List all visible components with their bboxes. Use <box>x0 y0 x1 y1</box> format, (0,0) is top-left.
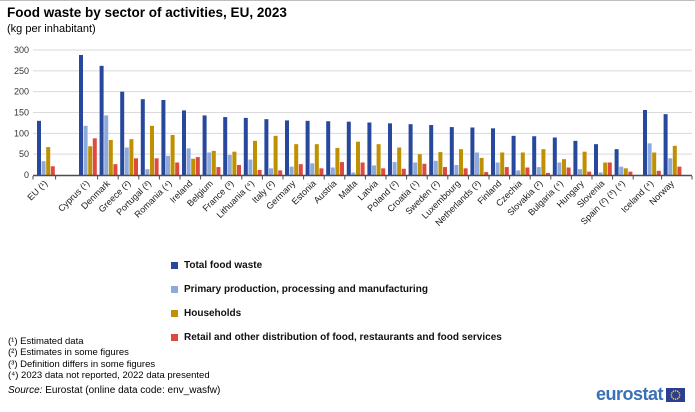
svg-text:100: 100 <box>14 128 29 138</box>
legend-item-retail: Retail and other distribution of food, r… <box>171 332 502 343</box>
legend-swatch-households-icon <box>171 310 178 317</box>
legend-item-total: Total food waste <box>171 260 502 271</box>
svg-text:Austria: Austria <box>312 178 339 205</box>
footnotes: (¹) Estimated data (²) Estimates in some… <box>8 336 210 382</box>
legend-label-total: Total food waste <box>184 260 263 271</box>
footnote-2: (²) Estimates in some figures <box>8 347 129 359</box>
svg-text:250: 250 <box>14 66 29 76</box>
svg-text:300: 300 <box>14 45 29 55</box>
chart-title: Food waste by sector of activities, EU, … <box>7 5 287 20</box>
legend-label-households: Households <box>184 308 242 319</box>
svg-text:EU (¹): EU (¹) <box>25 178 49 202</box>
footnote-4: (⁴) 2023 data not reported, 2022 data pr… <box>8 370 210 382</box>
footnote-3: (³) Definition differs in some figures <box>8 358 156 370</box>
svg-text:200: 200 <box>14 87 29 97</box>
chart-subtitle: (kg per inhabitant) <box>7 23 96 35</box>
svg-text:150: 150 <box>14 108 29 118</box>
legend-label-primary: Primary production, processing and manuf… <box>184 284 428 295</box>
svg-text:Malta: Malta <box>337 178 360 201</box>
legend-swatch-primary-icon <box>171 286 178 293</box>
chart-legend: Total food waste Primary production, pro… <box>171 260 502 356</box>
legend-label-retail: Retail and other distribution of food, r… <box>184 332 502 343</box>
source-line: Source: Eurostat (online data code: env_… <box>8 385 220 396</box>
footnote-1: (¹) Estimated data <box>8 336 84 347</box>
source-label: Source: <box>8 385 43 396</box>
legend-item-households: Households <box>171 308 502 319</box>
eu-flag-icon <box>666 387 685 402</box>
source-text: Eurostat (online data code: env_wasfw) <box>42 385 221 396</box>
legend-swatch-total-icon <box>171 262 178 269</box>
eurostat-wordmark: eurostat <box>595 384 664 404</box>
legend-item-primary: Primary production, processing and manuf… <box>171 284 502 295</box>
eurostat-logo: eurostat <box>596 384 685 405</box>
svg-text:50: 50 <box>19 149 29 159</box>
legend-swatch-retail-icon <box>171 334 178 341</box>
svg-text:0: 0 <box>24 170 29 180</box>
